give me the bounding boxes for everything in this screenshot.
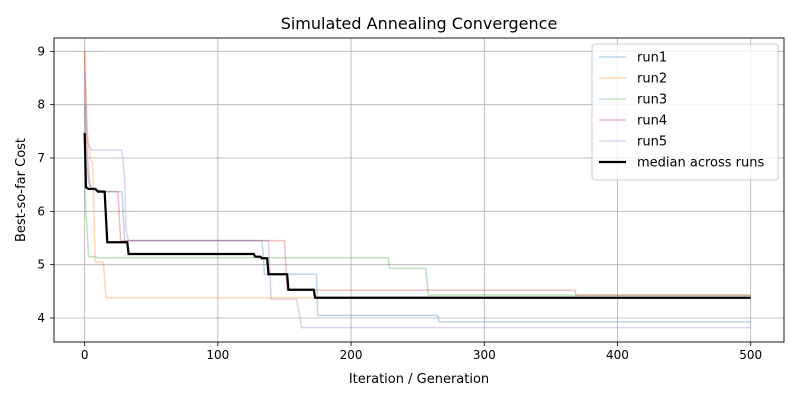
series-line-6: [83, 132, 751, 299]
series-line-4: [83, 51, 751, 296]
y-axis-label: Best-so-far Cost: [14, 138, 29, 242]
x-tick-label: 200: [340, 348, 363, 362]
legend-label: run4: [637, 114, 667, 129]
x-tick-label: 300: [473, 348, 496, 362]
y-tick-label: 4: [37, 311, 45, 325]
tick-layer: 0 100 200 300 400 500 4 5 6 7 8 9: [37, 44, 762, 362]
series-line-1: [83, 104, 751, 323]
plot-frame: [53, 37, 785, 343]
legend-label: run2: [637, 72, 667, 87]
legend-label: run1: [637, 51, 667, 66]
legend-label: run5: [637, 135, 667, 150]
y-tick-label: 7: [37, 151, 45, 165]
legend: run1 run2 run3 run4 run5 median across runs: [591, 43, 779, 181]
x-tick-label: 0: [81, 348, 89, 362]
legend-box: [591, 43, 779, 181]
series-line-3: [83, 179, 751, 296]
series-line-5: [83, 72, 751, 329]
x-axis-label: Iteration / Generation: [349, 372, 489, 387]
y-tick-label: 9: [37, 44, 45, 58]
x-tick-label: 400: [606, 348, 629, 362]
x-tick-label: 100: [206, 348, 229, 362]
y-tick-label: 6: [37, 204, 45, 218]
series-layer: [83, 51, 751, 329]
legend-label: median across runs: [637, 156, 764, 171]
legend-label: run3: [637, 93, 667, 108]
y-tick-label: 8: [37, 98, 45, 112]
chart-title: Simulated Annealing Convergence: [281, 14, 558, 33]
x-tick-label: 500: [739, 348, 762, 362]
y-tick-label: 5: [37, 258, 45, 272]
